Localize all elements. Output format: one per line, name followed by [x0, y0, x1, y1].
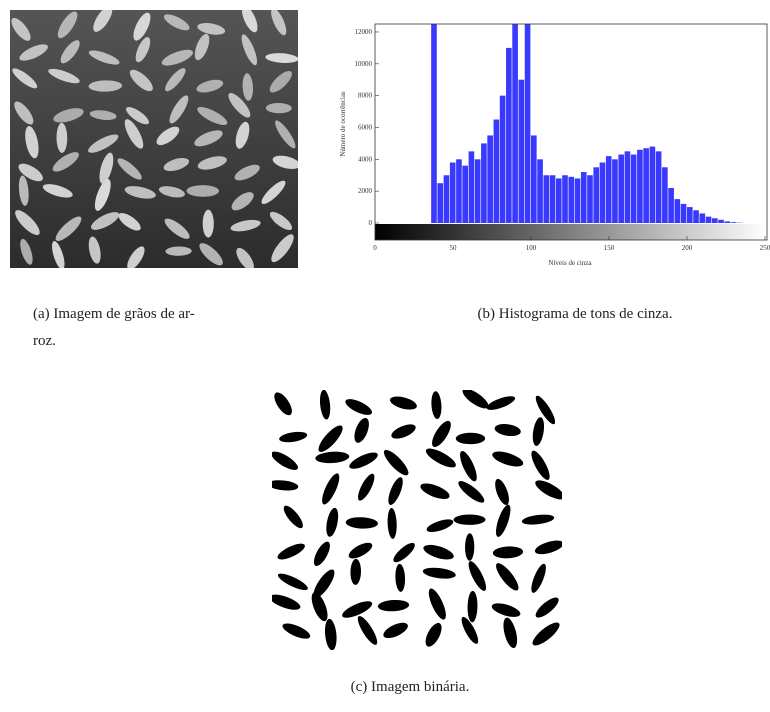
- bar: [543, 175, 549, 223]
- bar: [712, 218, 718, 223]
- bar: [537, 159, 543, 223]
- bar: [506, 48, 512, 223]
- bar: [562, 175, 568, 223]
- bar: [575, 178, 581, 223]
- bar: [637, 150, 643, 223]
- y-tick-label: 6000: [358, 123, 373, 131]
- x-tick-label: 150: [604, 244, 615, 252]
- bar: [568, 177, 574, 223]
- y-tick-label: 12000: [355, 28, 373, 36]
- bar: [550, 175, 556, 223]
- bar: [687, 207, 693, 223]
- bar: [699, 213, 705, 223]
- x-tick-label: 0: [373, 244, 377, 252]
- caption-c: (c) Imagem binária.: [351, 679, 470, 695]
- bar: [531, 135, 537, 223]
- bar: [668, 188, 674, 223]
- bar: [437, 183, 443, 223]
- caption-a: (a) Imagem de grãos de ar-: [33, 306, 195, 322]
- bar: [593, 167, 599, 223]
- x-tick-label: 200: [682, 244, 693, 252]
- bar: [618, 155, 624, 223]
- y-axis-label: Número de ocorrências: [339, 91, 347, 157]
- y-tick-label: 8000: [358, 92, 373, 100]
- x-tick-label: 100: [526, 244, 537, 252]
- bar: [494, 120, 500, 223]
- bar: [431, 16, 437, 223]
- bar: [450, 163, 456, 223]
- bar: [444, 175, 450, 223]
- bar: [587, 175, 593, 223]
- bar: [606, 156, 612, 223]
- bar: [469, 151, 475, 223]
- grain: [203, 210, 214, 238]
- histogram-bars: [431, 8, 742, 223]
- x-axis-label: Níveis de cinza: [548, 259, 592, 267]
- bar: [581, 172, 587, 223]
- bar: [706, 217, 712, 223]
- bar: [512, 8, 518, 223]
- bar: [656, 151, 662, 223]
- caption-a: roz.: [33, 333, 56, 349]
- bar: [612, 159, 618, 223]
- caption-b: (b) Histograma de tons de cinza.: [478, 306, 673, 322]
- bar: [718, 220, 724, 223]
- bar: [650, 147, 656, 223]
- x-tick-label: 250: [760, 244, 770, 252]
- bar: [481, 143, 487, 223]
- bar: [462, 166, 468, 223]
- bar: [675, 199, 681, 223]
- bar: [643, 148, 649, 223]
- bar: [731, 222, 737, 223]
- x-tick-label: 50: [450, 244, 458, 252]
- y-tick-label: 10000: [355, 60, 373, 68]
- bar: [681, 204, 687, 223]
- bar: [662, 167, 668, 223]
- bar: [525, 16, 531, 223]
- y-tick-label: 4000: [358, 155, 373, 163]
- bar: [456, 159, 462, 223]
- bar: [556, 178, 562, 223]
- bar: [631, 155, 637, 223]
- bar: [475, 159, 481, 223]
- bar: [625, 151, 631, 223]
- gray-colorbar: [375, 224, 767, 240]
- y-tick-label: 2000: [358, 187, 373, 195]
- rice-image: [10, 10, 298, 268]
- bar: [500, 96, 506, 223]
- y-tick-label: 0: [369, 219, 373, 227]
- bar: [519, 80, 525, 223]
- bar: [724, 221, 730, 223]
- bar: [600, 163, 606, 223]
- bar: [487, 135, 493, 223]
- bar: [693, 210, 699, 223]
